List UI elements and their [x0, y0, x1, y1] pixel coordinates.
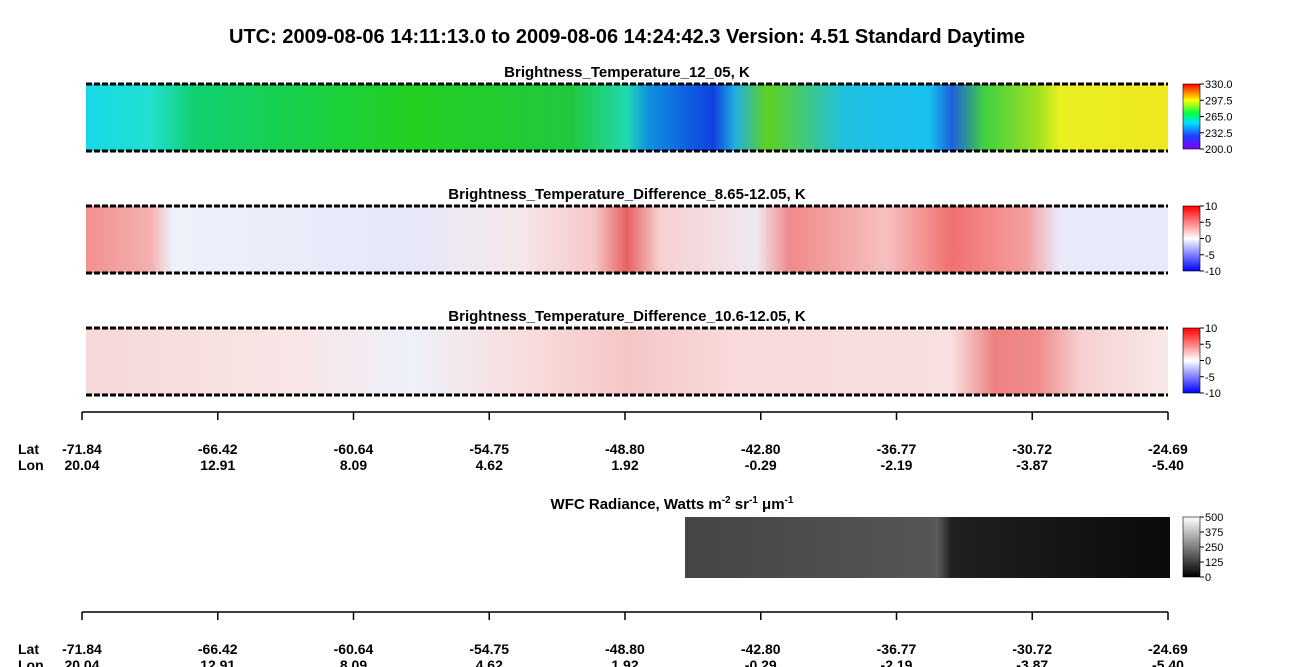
panel-image — [86, 84, 1168, 151]
panel-title: Brightness_Temperature_Difference_8.65-1… — [448, 186, 806, 203]
panel-image — [86, 328, 1168, 395]
lon-tick-label: 8.09 — [340, 657, 367, 667]
lon-label: Lon — [18, 457, 44, 473]
colorbar — [1182, 83, 1201, 150]
lon-tick-label: -2.19 — [881, 657, 913, 667]
lat-tick-label: -71.84 — [62, 441, 102, 457]
lat-tick-label: -66.42 — [198, 641, 238, 657]
lon-tick-label: 20.04 — [64, 457, 99, 473]
lat-tick-label: -42.80 — [741, 641, 781, 657]
lat-tick-label: -48.80 — [605, 641, 645, 657]
lon-tick-label: -3.87 — [1016, 457, 1048, 473]
lat-tick-label: -54.75 — [469, 441, 509, 457]
lon-tick-label: 4.62 — [476, 657, 503, 667]
colorbar-tick-label: 0 — [1205, 572, 1211, 584]
lat-tick-label: -71.84 — [62, 641, 102, 657]
colorbar-tick-label: 10 — [1205, 323, 1217, 335]
lon-tick-label: 8.09 — [340, 457, 367, 473]
colorbar-tick-label: -5 — [1205, 250, 1215, 262]
lon-tick-label: 4.62 — [476, 457, 503, 473]
wfc-title-text: sr — [731, 496, 750, 513]
colorbar-tick-label: 5 — [1205, 339, 1211, 351]
colorbar-tick-label: 297.5 — [1205, 95, 1233, 107]
lat-tick-label: -60.64 — [334, 641, 374, 657]
lat-tick-label: -36.77 — [877, 641, 917, 657]
colorbar-tick-label: 265.0 — [1205, 112, 1233, 124]
lat-tick-label: -36.77 — [877, 441, 917, 457]
lon-tick-label: -0.29 — [745, 457, 777, 473]
lat-tick-label: -24.69 — [1148, 441, 1188, 457]
lon-tick-label: 1.92 — [611, 457, 638, 473]
lat-tick-label: -42.80 — [741, 441, 781, 457]
colorbar-tick-label: 10 — [1205, 201, 1217, 213]
lon-tick-label: 20.04 — [64, 657, 99, 667]
lon-tick-label: -2.19 — [881, 457, 913, 473]
colorbar — [1182, 327, 1201, 394]
colorbar-tick-label: 330.0 — [1205, 79, 1233, 91]
colorbar-tick-label: 375 — [1205, 527, 1223, 539]
colorbar-tick-label: 0 — [1205, 234, 1211, 246]
lat-tick-label: -60.64 — [334, 441, 374, 457]
colorbar-tick-label: -10 — [1205, 266, 1221, 278]
lat-tick-label: -66.42 — [198, 441, 238, 457]
lat-tick-label: -30.72 — [1012, 641, 1052, 657]
panel-title: Brightness_Temperature_Difference_10.6-1… — [448, 308, 806, 325]
lon-tick-label: -0.29 — [745, 657, 777, 667]
wfc-title: WFC Radiance, Watts m-2 sr-1 μm-1 — [551, 495, 794, 513]
lon-tick-label: 1.92 — [611, 657, 638, 667]
colorbar-tick-label: 125 — [1205, 557, 1223, 569]
wfc-title-sup: -1 — [749, 495, 758, 506]
colorbar-tick-label: 250 — [1205, 542, 1223, 554]
lat-tick-label: -54.75 — [469, 641, 509, 657]
colorbar-tick-label: 5 — [1205, 217, 1211, 229]
title: UTC: 2009-08-06 14:11:13.0 to 2009-08-06… — [229, 26, 1025, 48]
colorbar-tick-label: -5 — [1205, 372, 1215, 384]
wfc-image — [685, 517, 1170, 578]
lat-tick-label: -30.72 — [1012, 441, 1052, 457]
panel-image — [86, 206, 1168, 273]
lat-tick-label: -24.69 — [1148, 641, 1188, 657]
wfc-title-sup: -1 — [785, 495, 794, 506]
colorbar — [1182, 205, 1201, 272]
lat-label: Lat — [18, 641, 39, 657]
colorbar-tick-label: 200.0 — [1205, 144, 1233, 156]
lon-label: Lon — [18, 657, 44, 667]
colorbar-tick-label: -10 — [1205, 388, 1221, 400]
lat-label: Lat — [18, 441, 39, 457]
wfc-title-text: μm — [758, 496, 785, 513]
lon-tick-label: 12.91 — [200, 657, 235, 667]
colorbar — [1182, 516, 1201, 578]
wfc-title-text: WFC Radiance, Watts m — [551, 496, 722, 513]
colorbar-tick-label: 232.5 — [1205, 128, 1233, 140]
colorbar-tick-label: 0 — [1205, 356, 1211, 368]
colorbar-tick-label: 500 — [1205, 512, 1223, 524]
lon-tick-label: -3.87 — [1016, 657, 1048, 667]
panel-title: Brightness_Temperature_12_05, K — [504, 64, 750, 81]
lon-tick-label: 12.91 — [200, 457, 235, 473]
wfc-title-sup: -2 — [722, 495, 731, 506]
lon-tick-label: -5.40 — [1152, 457, 1184, 473]
lon-tick-label: -5.40 — [1152, 657, 1184, 667]
lat-tick-label: -48.80 — [605, 441, 645, 457]
